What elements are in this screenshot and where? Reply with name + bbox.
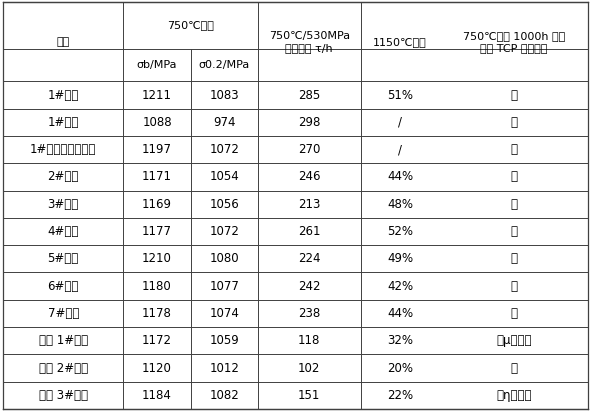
- Text: 20%: 20%: [387, 362, 413, 374]
- Text: 1059: 1059: [209, 334, 239, 347]
- Text: 213: 213: [298, 198, 320, 211]
- Text: 1072: 1072: [209, 225, 239, 238]
- Text: 无: 无: [510, 116, 517, 129]
- Text: 1074: 1074: [209, 307, 239, 320]
- Text: 有η相析出: 有η相析出: [496, 389, 531, 402]
- Text: 对比 3#锻件: 对比 3#锻件: [39, 389, 87, 402]
- Text: 51%: 51%: [387, 88, 413, 102]
- Text: 285: 285: [298, 88, 320, 102]
- Text: 5#锻件: 5#锻件: [48, 252, 79, 266]
- Text: 1171: 1171: [142, 171, 172, 183]
- Text: 242: 242: [298, 279, 320, 293]
- Text: 1012: 1012: [209, 362, 239, 374]
- Text: 1#锻件: 1#锻件: [47, 88, 79, 102]
- Text: 1210: 1210: [142, 252, 172, 266]
- Text: 1056: 1056: [209, 198, 239, 211]
- Text: 1197: 1197: [142, 143, 172, 156]
- Text: 102: 102: [298, 362, 320, 374]
- Text: 32%: 32%: [387, 334, 413, 347]
- Text: 1184: 1184: [142, 389, 172, 402]
- Text: σb/MPa: σb/MPa: [137, 60, 177, 70]
- Text: 7#锻件: 7#锻件: [47, 307, 79, 320]
- Text: 750℃/530MPa
持久寿命 τ/h: 750℃/530MPa 持久寿命 τ/h: [269, 31, 350, 53]
- Text: 49%: 49%: [387, 252, 413, 266]
- Text: 1#增材制造结构件: 1#增材制造结构件: [30, 143, 96, 156]
- Text: 1083: 1083: [209, 88, 239, 102]
- Text: 1169: 1169: [142, 198, 172, 211]
- Text: 对比 2#锻件: 对比 2#锻件: [38, 362, 88, 374]
- Text: 22%: 22%: [387, 389, 413, 402]
- Text: 无: 无: [510, 362, 517, 374]
- Text: 974: 974: [213, 116, 235, 129]
- Text: 4#锻件: 4#锻件: [47, 225, 79, 238]
- Text: 1080: 1080: [209, 252, 239, 266]
- Text: 1172: 1172: [142, 334, 172, 347]
- Text: 48%: 48%: [387, 198, 413, 211]
- Text: 44%: 44%: [387, 307, 413, 320]
- Text: 750℃拉伸: 750℃拉伸: [167, 21, 214, 30]
- Text: 261: 261: [298, 225, 320, 238]
- Text: 151: 151: [298, 389, 320, 402]
- Text: 无: 无: [510, 143, 517, 156]
- Text: 无: 无: [510, 307, 517, 320]
- Text: /: /: [398, 143, 402, 156]
- Text: 3#锻件: 3#锻件: [48, 198, 79, 211]
- Text: 238: 238: [298, 307, 320, 320]
- Text: 44%: 44%: [387, 171, 413, 183]
- Text: 无: 无: [510, 171, 517, 183]
- Text: 无: 无: [510, 88, 517, 102]
- Text: 118: 118: [298, 334, 320, 347]
- Text: 52%: 52%: [387, 225, 413, 238]
- Text: 1120: 1120: [142, 362, 172, 374]
- Text: /: /: [398, 116, 402, 129]
- Text: 224: 224: [298, 252, 320, 266]
- Text: σ0.2/MPa: σ0.2/MPa: [199, 60, 250, 70]
- Text: 6#锻件: 6#锻件: [47, 279, 79, 293]
- Text: 1088: 1088: [142, 116, 172, 129]
- Text: 无: 无: [510, 252, 517, 266]
- Text: 1077: 1077: [209, 279, 239, 293]
- Text: 1072: 1072: [209, 143, 239, 156]
- Text: 无: 无: [510, 198, 517, 211]
- Text: 无: 无: [510, 279, 517, 293]
- Text: 1054: 1054: [209, 171, 239, 183]
- Text: 1082: 1082: [209, 389, 239, 402]
- Text: 对比 1#锻件: 对比 1#锻件: [38, 334, 88, 347]
- Text: 2#锻件: 2#锻件: [47, 171, 79, 183]
- Text: 750℃时效 1000h 后是
否有 TCP 相的析出: 750℃时效 1000h 后是 否有 TCP 相的析出: [463, 31, 565, 53]
- Text: 编号: 编号: [57, 37, 70, 47]
- Text: 42%: 42%: [387, 279, 413, 293]
- Text: 1150℃塑性: 1150℃塑性: [373, 37, 427, 47]
- Text: 1#铸件: 1#铸件: [47, 116, 79, 129]
- Text: 1177: 1177: [142, 225, 172, 238]
- Text: 298: 298: [298, 116, 320, 129]
- Text: 1211: 1211: [142, 88, 172, 102]
- Text: 270: 270: [298, 143, 320, 156]
- Text: 无: 无: [510, 225, 517, 238]
- Text: 有μ相析出: 有μ相析出: [496, 334, 531, 347]
- Text: 1180: 1180: [142, 279, 172, 293]
- Text: 246: 246: [298, 171, 320, 183]
- Text: 1178: 1178: [142, 307, 172, 320]
